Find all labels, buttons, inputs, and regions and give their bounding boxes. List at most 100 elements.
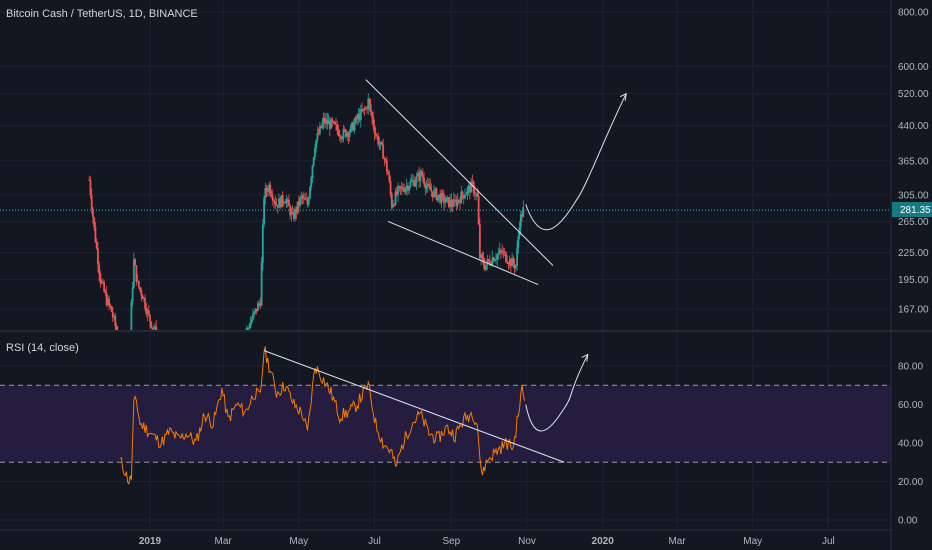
candle-body[interactable] xyxy=(446,197,449,198)
price-lower-trendline[interactable] xyxy=(387,221,539,285)
candle-body[interactable] xyxy=(502,251,505,253)
candle-body[interactable] xyxy=(410,180,413,182)
candle-body[interactable] xyxy=(345,129,347,137)
candle-body[interactable] xyxy=(428,183,430,187)
candle-body[interactable] xyxy=(142,297,145,299)
candle-body[interactable] xyxy=(430,190,433,192)
candle-body[interactable] xyxy=(321,122,324,128)
candle-body[interactable] xyxy=(415,176,418,183)
candle-body[interactable] xyxy=(379,141,382,144)
candle-body[interactable] xyxy=(475,193,478,195)
candle-body[interactable] xyxy=(300,195,303,198)
candle-body[interactable] xyxy=(420,171,423,175)
candle-body[interactable] xyxy=(454,199,456,201)
candle-body[interactable] xyxy=(92,209,94,218)
candle-body[interactable] xyxy=(387,171,390,175)
candle-body[interactable] xyxy=(135,265,138,282)
candle-body[interactable] xyxy=(421,174,424,178)
candle-body[interactable] xyxy=(382,144,385,159)
candle-body[interactable] xyxy=(131,287,134,302)
candle-body[interactable] xyxy=(493,259,496,262)
candle-body[interactable] xyxy=(403,190,406,193)
candle-body[interactable] xyxy=(149,314,151,322)
candle-body[interactable] xyxy=(377,135,380,145)
candle-body[interactable] xyxy=(137,280,140,288)
candle-body[interactable] xyxy=(412,180,414,181)
candle-body[interactable] xyxy=(460,191,463,204)
candle-body[interactable] xyxy=(404,188,407,193)
candle-body[interactable] xyxy=(104,291,107,293)
candle-body[interactable] xyxy=(477,196,480,225)
candle-body[interactable] xyxy=(275,204,278,206)
candle-body[interactable] xyxy=(276,205,279,208)
candle-body[interactable] xyxy=(392,204,394,208)
candle-body[interactable] xyxy=(431,191,434,198)
candle-body[interactable] xyxy=(402,187,404,191)
candle-body[interactable] xyxy=(466,188,469,194)
candle-body[interactable] xyxy=(363,108,366,110)
candle-body[interactable] xyxy=(336,124,339,131)
candle-body[interactable] xyxy=(343,129,346,130)
candle-body[interactable] xyxy=(451,205,454,207)
candle-body[interactable] xyxy=(296,201,299,213)
candle-body[interactable] xyxy=(469,185,471,193)
candle-body[interactable] xyxy=(310,177,313,188)
candle-body[interactable] xyxy=(517,236,520,248)
candle-body[interactable] xyxy=(509,259,512,267)
candle-body[interactable] xyxy=(457,199,460,201)
candle-body[interactable] xyxy=(284,202,287,204)
candle-body[interactable] xyxy=(307,198,310,205)
candle-body[interactable] xyxy=(470,181,473,193)
candle-body[interactable] xyxy=(350,125,352,132)
candle-body[interactable] xyxy=(399,186,402,189)
candle-body[interactable] xyxy=(314,148,316,158)
rsi-axis[interactable]: 0.00 20.00 40.00 60.00 80.00 xyxy=(898,362,923,527)
candle-body[interactable] xyxy=(521,214,523,217)
candle-body[interactable] xyxy=(337,130,340,136)
candle-body[interactable] xyxy=(302,197,305,199)
candle-body[interactable] xyxy=(301,195,304,199)
candle-body[interactable] xyxy=(519,214,522,228)
candle-body[interactable] xyxy=(385,160,388,172)
candle-body[interactable] xyxy=(459,200,461,204)
candle-body[interactable] xyxy=(333,121,336,125)
candle-body[interactable] xyxy=(433,190,435,198)
candle-body[interactable] xyxy=(273,200,275,202)
candle-body[interactable] xyxy=(445,197,448,202)
candle-body[interactable] xyxy=(487,259,490,261)
candle-body[interactable] xyxy=(106,298,109,305)
candle-body[interactable] xyxy=(274,201,277,205)
rsi-projection-arrow[interactable] xyxy=(525,354,589,432)
candle-body[interactable] xyxy=(491,257,494,265)
candle-body[interactable] xyxy=(264,187,267,198)
candle-body[interactable] xyxy=(154,326,156,330)
candle-body[interactable] xyxy=(347,132,350,137)
candle-body[interactable] xyxy=(328,121,331,129)
candle-body[interactable] xyxy=(400,187,403,189)
candle-body[interactable] xyxy=(290,211,293,216)
candle-body[interactable] xyxy=(283,202,285,204)
candle-body[interactable] xyxy=(426,183,429,187)
candle-body[interactable] xyxy=(471,181,474,183)
candle-body[interactable] xyxy=(354,116,357,123)
candle-body[interactable] xyxy=(495,259,497,260)
candle-body[interactable] xyxy=(141,295,144,299)
candle-body[interactable] xyxy=(289,206,292,216)
candle-body[interactable] xyxy=(306,199,309,205)
candle-body[interactable] xyxy=(94,226,97,242)
candle-body[interactable] xyxy=(488,260,491,265)
candle-body[interactable] xyxy=(327,121,330,125)
candle-body[interactable] xyxy=(497,253,500,255)
time-axis[interactable]: 2019 Mar May Jul Sep Nov 2020 Mar May Jul xyxy=(139,536,835,547)
price-projection-arrow[interactable] xyxy=(525,93,627,231)
candle-body[interactable] xyxy=(342,129,345,139)
candle-body[interactable] xyxy=(438,194,440,196)
candle-body[interactable] xyxy=(483,264,486,270)
candle-body[interactable] xyxy=(367,98,370,110)
candle-body[interactable] xyxy=(268,184,270,192)
candle-body[interactable] xyxy=(151,327,154,329)
candle-body[interactable] xyxy=(111,311,114,318)
candle-body[interactable] xyxy=(374,133,377,136)
candle-body[interactable] xyxy=(254,308,257,312)
candle-body[interactable] xyxy=(113,315,115,318)
